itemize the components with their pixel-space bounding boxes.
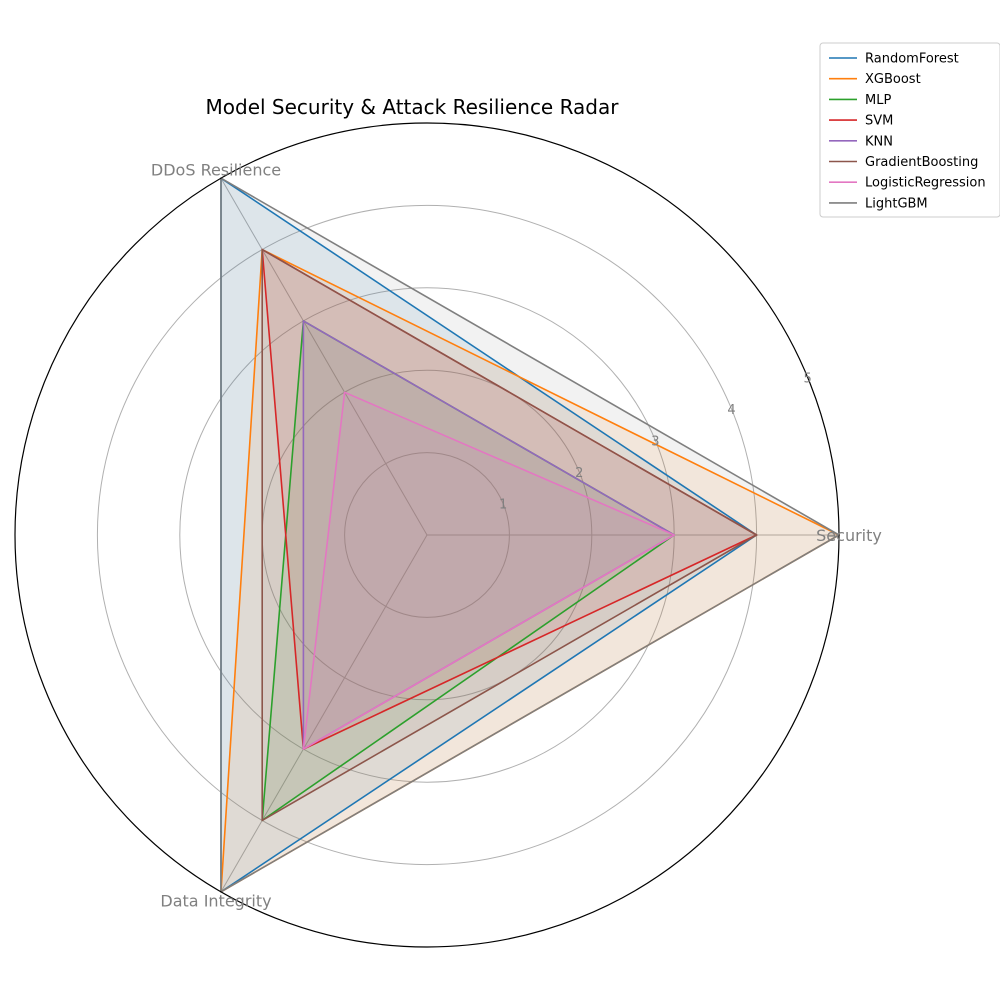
- legend-label: LightGBM: [865, 196, 928, 211]
- legend-label: KNN: [865, 134, 893, 149]
- series-line: [302, 391, 676, 750]
- axis-label: Data Integrity: [160, 892, 271, 911]
- legend-label: RandomForest: [865, 52, 959, 67]
- legend: RandomForest XGBoost MLP SVM KNN GradientBoos…: [819, 42, 1000, 218]
- axis-label: DDoS Resilience: [151, 161, 281, 180]
- legend-label: MLP: [865, 93, 891, 108]
- tick-label: 5: [803, 371, 811, 386]
- tick-label: 1: [499, 498, 507, 513]
- series-fill: [303, 392, 675, 750]
- series-line: [220, 177, 840, 893]
- series-fill: [262, 249, 757, 750]
- series-fill: [221, 249, 839, 892]
- tick-label: 3: [651, 434, 659, 449]
- tick-label: 4: [727, 403, 735, 418]
- axis-labels: Security DDoS Resilience Data Integrity: [151, 161, 882, 911]
- series-fills: [221, 178, 839, 892]
- axis-label: Security: [816, 526, 882, 545]
- series-lines: [220, 177, 840, 893]
- grid-spoke: [220, 534, 428, 893]
- series-fill: [221, 178, 757, 892]
- series-line: [261, 248, 758, 822]
- series-fill: [303, 320, 675, 750]
- series-fill: [262, 320, 675, 821]
- legend-box: [819, 42, 1000, 218]
- legend-label: XGBoost: [865, 72, 921, 87]
- series-fill: [262, 249, 757, 821]
- legend-label: SVM: [865, 114, 893, 129]
- radar-frame: [14, 122, 840, 948]
- legend-label: LogisticRegression: [865, 176, 986, 191]
- tick-labels: 1 2 3 4 5: [499, 371, 812, 512]
- series-fill: [221, 178, 839, 892]
- tick-label: 2: [575, 466, 583, 481]
- legend-label: GradientBoosting: [865, 155, 978, 170]
- grid-spoke: [220, 177, 428, 536]
- chart-title: Model Security & Attack Resilience Radar: [206, 95, 620, 119]
